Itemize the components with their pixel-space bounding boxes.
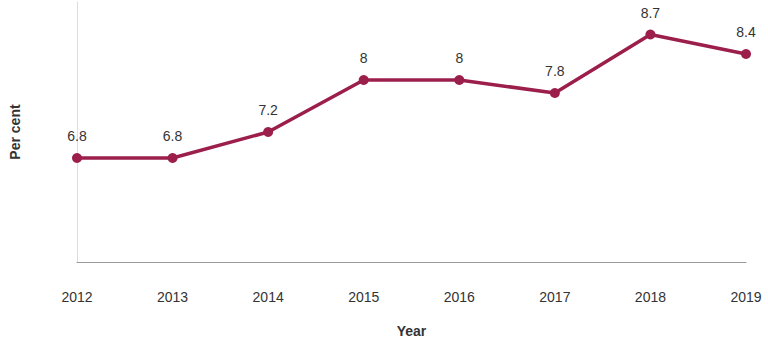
svg-text:2019: 2019 (730, 289, 761, 305)
svg-text:8: 8 (455, 50, 463, 66)
svg-text:Per cent: Per cent (7, 104, 23, 160)
svg-text:7.8: 7.8 (545, 63, 565, 79)
svg-text:2014: 2014 (253, 289, 284, 305)
svg-text:2018: 2018 (635, 289, 666, 305)
svg-text:Year: Year (397, 323, 427, 339)
svg-text:6.8: 6.8 (163, 128, 183, 144)
svg-text:8: 8 (360, 50, 368, 66)
svg-text:8.7: 8.7 (641, 5, 661, 21)
svg-text:8.4: 8.4 (736, 24, 756, 40)
svg-text:2015: 2015 (348, 289, 379, 305)
svg-text:2013: 2013 (157, 289, 188, 305)
svg-text:6.8: 6.8 (67, 128, 87, 144)
svg-text:2012: 2012 (61, 289, 92, 305)
svg-text:2016: 2016 (444, 289, 475, 305)
svg-text:2017: 2017 (539, 289, 570, 305)
svg-text:7.2: 7.2 (258, 102, 278, 118)
